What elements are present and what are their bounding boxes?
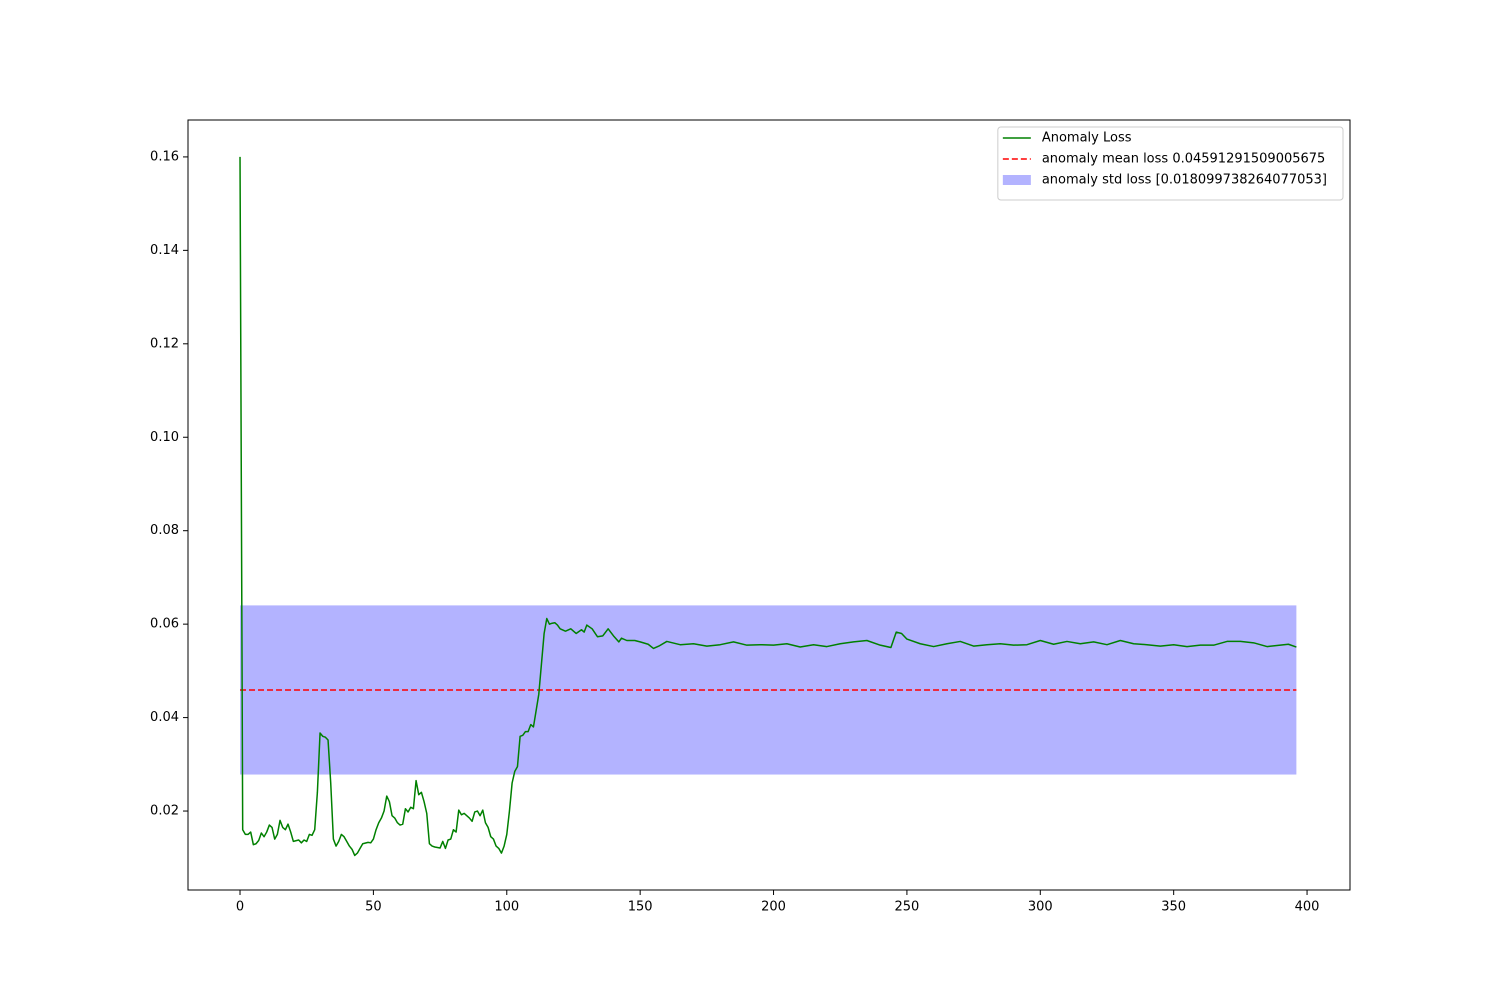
legend-label: anomaly mean loss 0.04591291509005675	[1042, 152, 1325, 167]
loss-line	[239, 156, 1297, 857]
x-tick-label: 300	[1028, 900, 1053, 915]
x-tick-label: 250	[895, 900, 920, 915]
x-tick-label: 400	[1295, 900, 1320, 915]
y-tick-label: 0.06	[150, 617, 179, 632]
legend: Anomaly Loss anomaly mean loss 0.04591291…	[997, 126, 1344, 201]
y-tick-label: 0.02	[150, 804, 179, 819]
x-tick-label: 150	[628, 900, 653, 915]
x-tick-label: 0	[236, 900, 244, 915]
legend-label: Anomaly Loss	[1042, 131, 1132, 146]
x-tick-label: 50	[365, 900, 382, 915]
plot-frame	[187, 119, 1351, 891]
y-tick-label: 0.08	[150, 523, 179, 538]
legend-swatch	[1002, 175, 1031, 185]
legend-box	[997, 126, 1344, 201]
y-tick-label: 0.14	[150, 243, 179, 258]
x-tick-label: 100	[494, 900, 519, 915]
y-tick-label: 0.16	[150, 149, 179, 164]
y-tick-label: 0.04	[150, 710, 179, 725]
x-tick-label: 350	[1161, 900, 1186, 915]
y-tick-label: 0.10	[150, 430, 179, 445]
x-tick-label: 200	[761, 900, 786, 915]
y-tick-label: 0.12	[150, 336, 179, 351]
legend-label: anomaly std loss [0.018099738264077053]	[1042, 173, 1327, 188]
